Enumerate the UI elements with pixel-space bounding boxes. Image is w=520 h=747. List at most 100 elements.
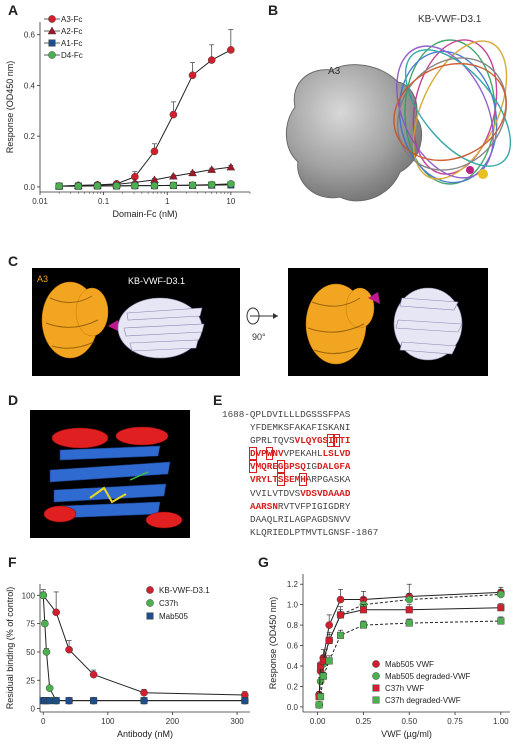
y-tick-label: 1.0 <box>287 601 299 610</box>
series-0 <box>39 589 249 699</box>
sequence-segment: H <box>299 473 307 487</box>
sequence-segment: NV <box>272 448 284 460</box>
sequence-segment: W <box>265 447 274 461</box>
panel-letter-a: A <box>8 2 19 18</box>
sequence-segment: KLQRIEDLPTMVTLGNSF <box>250 526 351 538</box>
sequence-segment: VPEKAHL <box>283 448 323 460</box>
legend: KB-VWF-D3.1 C37h Mab505 <box>146 586 210 621</box>
x-tick-label: 0.1 <box>98 197 110 206</box>
legend-label: Mab505 <box>159 612 188 621</box>
ribbon-illustration-left: A3 KB-VWF-D3.1 <box>37 274 205 359</box>
data-point <box>140 688 148 697</box>
sequence-line: KLQRIEDLPTMVTLGNSF-1867 <box>222 526 378 539</box>
data-point <box>90 697 98 705</box>
y-axis-label: Residual binding (% of control) <box>5 587 15 710</box>
legend-label: C37h VWF <box>385 684 424 693</box>
label-a3-c: A3 <box>37 274 48 284</box>
series-line <box>42 595 245 702</box>
series-3 <box>315 616 505 709</box>
legend-label: C37h <box>159 599 178 608</box>
data-point <box>497 617 505 625</box>
data-point <box>65 645 73 654</box>
sequence-segment: S <box>276 473 285 487</box>
sequence-segment: V <box>249 460 257 474</box>
panel-d-structure <box>30 410 190 538</box>
data-point <box>65 697 73 705</box>
panel-letter-c: C <box>8 253 19 269</box>
legend-marker <box>372 672 380 680</box>
chart-a: 0.01 0.1 1 10 0.0 0.2 0.4 0.6 Domain-Fc (nM) Resp… <box>5 15 251 219</box>
data-point <box>74 182 83 190</box>
legend-label: KB-VWF-D3.1 <box>159 586 210 595</box>
legend-label: Mab505 degraded-VWF <box>385 672 470 681</box>
sequence-segment: VP <box>255 448 267 460</box>
legend: Mab505 VWF Mab505 degraded-VWF C37h VWF C37… <box>372 660 470 705</box>
rotation-label: 90° <box>252 332 266 342</box>
rotation-arrow-icon: 90° <box>246 307 278 342</box>
label-kb-vwf: KB-VWF-D3.1 <box>418 14 482 25</box>
series-line <box>59 166 231 187</box>
x-axis-label: Domain-Fc (nM) <box>112 209 177 219</box>
label-a3: A3 <box>328 66 341 77</box>
y-axis-label: Response (OD450 nm) <box>268 597 278 690</box>
data-point <box>359 621 367 629</box>
sequence-line: VRYLTSSEMHARPGASKA <box>222 473 378 487</box>
legend-label: C37h degraded-VWF <box>385 696 461 705</box>
data-point <box>207 180 216 189</box>
sequence-segment: DALGFA <box>317 461 351 473</box>
sequence-segment: RVTVFPIGIGDRY <box>277 500 351 512</box>
sequence-line: YFDEMKSFAKAFISKANI <box>222 421 378 434</box>
sequence-segment: GPRLTQVS <box>250 435 295 447</box>
x-axis-label: Antibody (nM) <box>117 729 173 739</box>
sequence-segment: GPSQ <box>283 461 306 473</box>
sequence-segment: VLQYGS <box>294 435 329 447</box>
data-point <box>42 648 51 656</box>
data-point <box>188 181 197 189</box>
legend-marker <box>146 586 154 594</box>
x-axis-label: VWF (µg/ml) <box>381 729 432 739</box>
y-tick-label: 0.0 <box>287 703 299 712</box>
sequence-start: 1688- <box>222 409 250 420</box>
sequence-segment: I <box>344 422 351 434</box>
sequence-segment: MQRE <box>255 461 278 473</box>
panel-c-left-box: A3 KB-VWF-D3.1 <box>32 268 240 376</box>
y-tick-label: 25 <box>26 676 35 685</box>
data-point <box>150 181 159 190</box>
data-point <box>140 697 148 705</box>
sequence-alignment: 1688-QPLDVILLLDGSSSFPAS YFDEMKSFAKAFISKAN… <box>222 408 378 539</box>
legend: A3-Fc A2-Fc A1-Fc D4-Fc <box>44 15 83 60</box>
data-point <box>45 684 54 693</box>
x-tick-label: 1 <box>165 197 170 206</box>
data-point <box>112 182 121 190</box>
x-tick-label: 0.00 <box>310 717 326 726</box>
legend-marker <box>146 612 154 620</box>
data-point <box>39 591 48 600</box>
sequence-line: DAAQLRILAGPAGDSNVV <box>222 513 378 526</box>
sequence-line: VVILVTDVSVDSVDAAAD <box>222 487 378 500</box>
data-point <box>169 181 178 190</box>
series-line <box>59 183 231 187</box>
y-tick-label: 0.4 <box>287 662 299 671</box>
legend-marker <box>372 696 380 704</box>
sequence-line: AARSNRVTVFPIGIGDRY <box>222 500 378 513</box>
data-point <box>319 657 327 665</box>
sequence-segment: YFDEMKSFAKAFISKAN <box>250 422 345 434</box>
legend-label: A3-Fc <box>61 15 82 24</box>
sequence-segment: DAAQLRILAGPAGDSNVV <box>250 513 351 525</box>
data-point <box>169 171 178 180</box>
label-kb-c: KB-VWF-D3.1 <box>128 276 185 286</box>
data-point <box>497 590 505 599</box>
data-point <box>52 608 60 617</box>
data-point <box>317 693 325 701</box>
y-tick-label: 0.6 <box>287 642 299 651</box>
x-tick-label: 300 <box>230 717 244 726</box>
panel-b-structure: A3 KB-VWF-D3.1 <box>270 12 515 242</box>
data-point <box>227 46 235 54</box>
data-point <box>315 701 323 709</box>
data-point <box>131 181 139 190</box>
x-tick-label: 1.00 <box>493 717 509 726</box>
x-tick-label: 200 <box>166 717 180 726</box>
data-point <box>325 636 333 644</box>
legend-marker <box>48 51 56 59</box>
legend-marker <box>48 39 56 47</box>
